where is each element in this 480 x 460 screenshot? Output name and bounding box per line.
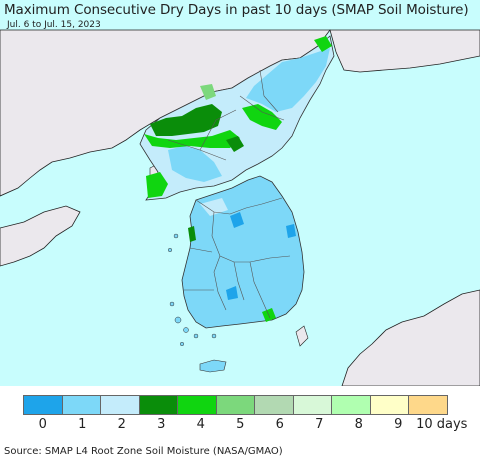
sk-dry2-patch — [200, 198, 228, 216]
nk-dry5-patch — [200, 84, 216, 100]
japan-tsushima — [295, 325, 309, 347]
legend-label-4: 4 — [196, 417, 205, 432]
legend-label-6: 6 — [275, 417, 284, 432]
legend-swatch-6 — [254, 395, 294, 415]
legend-label-1: 1 — [78, 417, 87, 432]
admin-boundaries — [167, 69, 291, 319]
shandong-peninsula — [0, 205, 81, 267]
legend-label-8: 8 — [354, 417, 363, 432]
legend-swatch-7 — [292, 395, 332, 415]
legend-swatch-9 — [369, 395, 409, 415]
legend-swatch-1 — [61, 395, 101, 415]
legend-swatch-5 — [215, 395, 255, 415]
sk-dry0-patch-3 — [226, 286, 238, 300]
southwest-islands — [167, 233, 217, 347]
source-note: Source: SMAP L4 Root Zone Soil Moisture … — [4, 446, 283, 457]
russia-land — [329, 29, 480, 73]
legend-label-10: 10 days — [416, 417, 468, 432]
nk-dry4-band — [144, 130, 240, 148]
color-legend — [23, 395, 448, 415]
map-title: Maximum Consecutive Dry Days in past 10 … — [4, 2, 469, 18]
nk-dry3-coast — [226, 136, 244, 152]
sk-dry0-patch-1 — [230, 212, 244, 228]
legend-label-3: 3 — [157, 417, 166, 432]
legend-label-7: 7 — [315, 417, 324, 432]
legend-label-2: 2 — [117, 417, 126, 432]
legend-label-9: 9 — [394, 417, 403, 432]
legend-label-0: 0 — [38, 417, 47, 432]
legend-labels: 0 1 2 3 4 5 6 7 8 9 10 days — [0, 417, 480, 435]
jeju-island — [199, 359, 227, 373]
legend-swatch-3 — [138, 395, 178, 415]
legend-swatch-0 — [23, 395, 63, 415]
nk-dry1-region — [246, 48, 330, 112]
sk-dry3-west-coast — [188, 226, 196, 242]
sk-dry0-patch-2 — [286, 224, 296, 238]
nk-dry3-band — [150, 104, 222, 136]
legend-swatch-10 — [408, 395, 448, 415]
legend-swatch-2 — [100, 395, 140, 415]
sk-dry4-south-coast — [262, 308, 276, 322]
legend-swatch-8 — [331, 395, 371, 415]
nk-dry1-west — [168, 146, 222, 182]
legend-label-5: 5 — [236, 417, 245, 432]
legend-swatch-4 — [177, 395, 217, 415]
date-range: Jul. 6 to Jul. 15, 2023 — [7, 20, 101, 30]
nk-dry4-east — [242, 104, 282, 130]
nk-dry4-northeast — [314, 36, 332, 52]
nk-dry4-southwest — [146, 172, 168, 198]
